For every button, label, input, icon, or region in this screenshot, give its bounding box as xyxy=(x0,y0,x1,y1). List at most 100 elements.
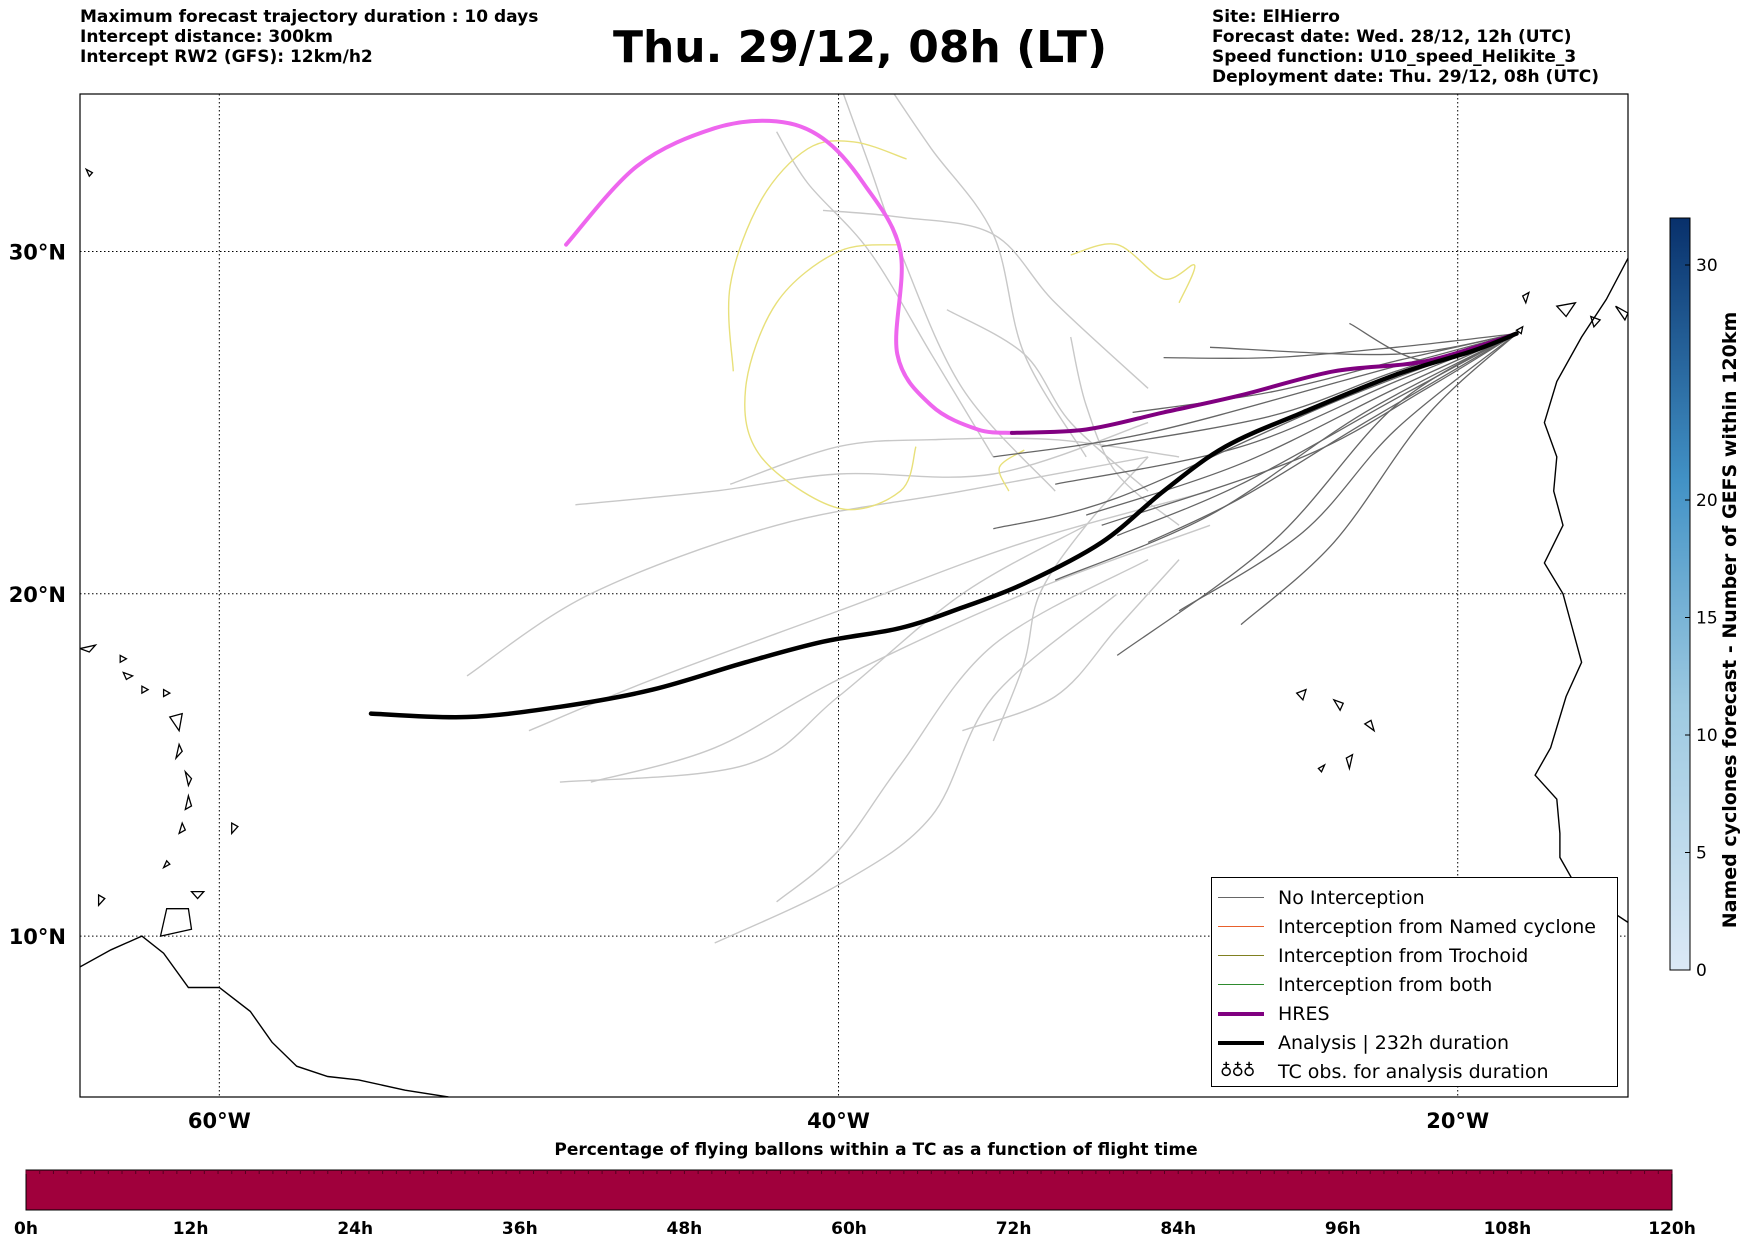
island-caribbean xyxy=(119,654,128,664)
info-line-forecast-date: Forecast date: Wed. 28/12, 12h (UTC) xyxy=(1212,27,1572,47)
faint-trajectory xyxy=(714,593,1118,944)
info-line-trajectory-duration: Maximum forecast trajectory duration : 1… xyxy=(80,7,539,27)
header-info-left: Maximum forecast trajectory duration : 1… xyxy=(80,7,538,67)
colorbar-horizontal-tick-label: 72h xyxy=(996,1219,1032,1239)
legend-item-analysis: Analysis | 232h duration xyxy=(1212,1028,1617,1057)
parallel-label: 30°N xyxy=(9,240,66,264)
coastline-africa xyxy=(1534,257,1628,923)
island-caribbean xyxy=(162,688,172,698)
colorbar-vertical-tick-label: 0 xyxy=(1696,961,1707,981)
island-cape-verde xyxy=(1295,688,1308,702)
legend-swatch-named-cyclone xyxy=(1218,926,1264,927)
island-caribbean xyxy=(174,742,183,761)
analysis-trajectory xyxy=(368,331,1519,720)
info-line-speed-function: Speed function: U10_speed_Helikite_3 xyxy=(1212,47,1577,67)
legend-item-hres: HRES xyxy=(1212,999,1617,1028)
coastline-south-america xyxy=(80,935,449,1097)
faint-trajectory xyxy=(842,94,1056,492)
island-caribbean xyxy=(141,685,150,695)
legend-swatch-both xyxy=(1218,984,1264,985)
island-canary xyxy=(1615,305,1628,322)
legend-item-tc-obs: ♁♁♁ TC obs. for analysis duration xyxy=(1212,1057,1617,1086)
colorbar-horizontal-tick-label: 0h xyxy=(14,1219,38,1239)
legend-label-analysis: Analysis | 232h duration xyxy=(1278,1031,1510,1054)
island-cape-verde xyxy=(1332,698,1345,712)
legend-label-no-interception: No Interception xyxy=(1278,886,1425,909)
colorbar-horizontal-tick-label: 108h xyxy=(1484,1219,1532,1239)
colorbar-vertical-title: Named cyclones forecast - Number of GEFS… xyxy=(1719,311,1741,929)
colorbar-horizontal-tick-label: 48h xyxy=(667,1219,703,1239)
ensemble-trajectory xyxy=(1163,332,1517,360)
legend-label-both: Interception from both xyxy=(1278,973,1493,996)
hres-trajectory xyxy=(1009,331,1519,435)
faint-trajectory xyxy=(962,559,1180,732)
meridian-label: 40°W xyxy=(807,1109,870,1133)
faint-trajectory xyxy=(729,437,1180,485)
faint-trajectory xyxy=(776,131,994,458)
colorbar-vertical-tick-label: 30 xyxy=(1696,256,1718,276)
ensemble-trajectory xyxy=(1178,333,1517,612)
header-info-right: Site: ElHierro Forecast date: Wed. 28/12… xyxy=(1212,7,1599,87)
legend-label-trochoid: Interception from Trochoid xyxy=(1278,944,1529,967)
legend-swatch-no-interception xyxy=(1218,897,1264,898)
ensemble-trajectory xyxy=(1240,333,1517,626)
meridian-label: 60°W xyxy=(188,1109,251,1133)
info-line-deployment-date: Deployment date: Thu. 29/12, 08h (UTC) xyxy=(1212,67,1599,87)
island-caribbean xyxy=(178,821,187,835)
colorbar-horizontal-title: Percentage of flying ballons within a TC… xyxy=(554,1140,1198,1160)
parallel-label: 20°N xyxy=(9,583,66,607)
legend-swatch-analysis xyxy=(1218,1040,1264,1045)
legend-item-named-cyclone: Interception from Named cyclone xyxy=(1212,912,1617,941)
island-canary xyxy=(1515,325,1524,335)
island-caribbean xyxy=(159,908,193,937)
island-cape-verde xyxy=(1317,763,1327,773)
faint-trajectory xyxy=(822,209,1149,389)
faint-trajectory xyxy=(946,309,1149,492)
meridian-label: 20°W xyxy=(1426,1109,1489,1133)
ensemble-trajectory xyxy=(1209,332,1517,356)
ensemble-trajectory xyxy=(1101,333,1517,526)
faint-trajectory xyxy=(559,524,1087,783)
island-canary xyxy=(1555,301,1577,318)
colorbar-vertical-tick-label: 15 xyxy=(1696,609,1718,629)
legend: No Interception Interception from Named … xyxy=(1211,877,1618,1087)
legend-swatch-hres xyxy=(1218,1011,1264,1016)
island-caribbean xyxy=(162,859,171,870)
island-cape-verde xyxy=(1345,753,1354,771)
faint-trajectory xyxy=(776,558,1149,903)
info-line-site: Site: ElHierro xyxy=(1212,7,1340,27)
legend-label-tc-obs: TC obs. for analysis duration xyxy=(1278,1060,1549,1083)
info-line-intercept-rw2: Intercept RW2 (GFS): 12km/h2 xyxy=(80,47,373,67)
faint-trajectory xyxy=(590,524,1211,783)
colorbar-horizontal-tick-label: 96h xyxy=(1325,1219,1361,1239)
ensemble-trajectory xyxy=(1147,333,1517,543)
legend-label-hres: HRES xyxy=(1278,1002,1330,1025)
island-canary xyxy=(1521,291,1530,305)
colorbar-horizontal-tick-label: 60h xyxy=(831,1219,867,1239)
colorbar-horizontal-tick-label: 12h xyxy=(173,1219,209,1239)
island-cape-verde xyxy=(1363,719,1376,733)
map-frame xyxy=(79,93,1629,1098)
island-caribbean xyxy=(84,167,94,178)
island-caribbean xyxy=(122,671,135,681)
page-title: Thu. 29/12, 08h (LT) xyxy=(612,22,1108,73)
yellow-trajectory xyxy=(1070,243,1196,304)
yellow-trajectory xyxy=(727,140,907,372)
island-caribbean xyxy=(190,890,206,900)
island-caribbean xyxy=(80,644,98,653)
parallel-label: 10°N xyxy=(9,925,66,949)
colorbar-horizontal-tick-label: 36h xyxy=(502,1219,538,1239)
colorbar-horizontal xyxy=(25,1169,1673,1211)
island-canary xyxy=(1589,315,1602,329)
info-line-intercept-distance: Intercept distance: 300km xyxy=(80,27,333,47)
colorbar-horizontal-tick-label: 24h xyxy=(337,1219,373,1239)
colorbar-horizontal-tick-label: 120h xyxy=(1648,1219,1696,1239)
legend-swatch-trochoid xyxy=(1218,955,1264,956)
faint-trajectory xyxy=(893,94,1087,458)
ensemble-trajectory xyxy=(1085,333,1517,516)
legend-item-both: Interception from both xyxy=(1212,970,1617,999)
faint-trajectory xyxy=(992,456,1149,742)
colorbar-vertical xyxy=(1669,217,1691,971)
ensemble-trajectory xyxy=(993,332,1517,458)
